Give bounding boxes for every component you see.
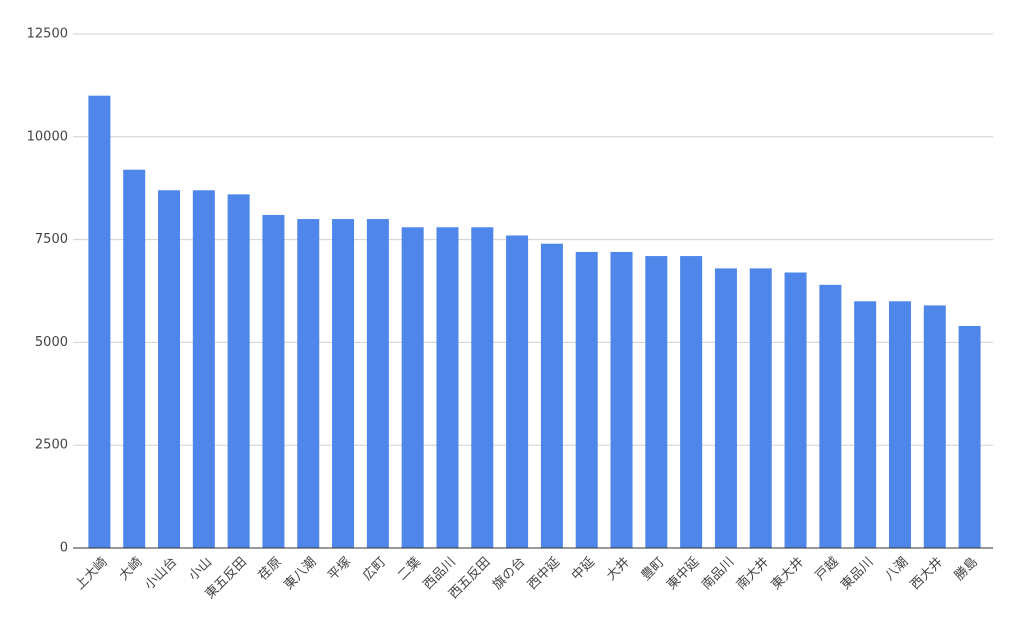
x-tick-label: 西中延 <box>525 555 563 593</box>
bar <box>610 251 633 548</box>
bar <box>645 256 668 548</box>
y-tick-label: 7500 <box>35 232 68 247</box>
bar <box>680 256 703 548</box>
x-tick-label: 八潮 <box>882 555 911 584</box>
bar <box>958 325 981 548</box>
bar <box>784 272 807 548</box>
x-tick-label: 荏原 <box>256 555 285 584</box>
bar <box>123 169 146 549</box>
bar <box>714 268 737 548</box>
x-tick-label: 平塚 <box>325 555 354 584</box>
bar <box>332 219 355 549</box>
bar <box>923 305 946 548</box>
bar <box>506 235 529 548</box>
x-tick-label: 南品川 <box>698 554 737 593</box>
x-tick-label: 小山 <box>186 555 215 584</box>
bar <box>749 268 772 548</box>
y-tick-label: 12500 <box>27 27 68 42</box>
y-tick-label: 10000 <box>27 129 68 144</box>
x-tick-label: 勝島 <box>952 555 981 584</box>
y-tick-label: 0 <box>60 541 68 556</box>
x-tick-label: 小山台 <box>142 555 180 593</box>
bar <box>819 284 842 548</box>
x-tick-label: 戸越 <box>813 555 842 584</box>
y-tick-label: 2500 <box>35 438 68 453</box>
x-tick-label: 二葉 <box>395 555 424 584</box>
x-tick-label: 上大崎 <box>73 555 111 593</box>
bar <box>471 227 494 548</box>
x-tick-label: 中延 <box>569 555 598 584</box>
x-tick-label: 大井 <box>604 555 633 584</box>
bar <box>540 243 563 548</box>
bar <box>401 227 424 548</box>
bar <box>262 214 285 549</box>
x-tick-label: 東八潮 <box>281 554 320 593</box>
x-tick-label: 広町 <box>360 555 389 584</box>
bar <box>297 219 320 549</box>
x-tick-label: 西大井 <box>908 555 946 593</box>
x-tick-label: 大崎 <box>117 555 146 584</box>
bar <box>366 219 389 549</box>
x-tick-label: 南大井 <box>733 554 772 593</box>
x-tick-label: 旗の台 <box>489 554 528 593</box>
bar <box>158 190 181 549</box>
bar <box>227 194 250 549</box>
x-tick-label: 豊町 <box>639 555 668 584</box>
x-tick-label: 東中延 <box>664 554 703 593</box>
x-tick-label: 東品川 <box>838 554 877 593</box>
bar <box>88 95 111 549</box>
bar <box>436 227 459 548</box>
x-tick-label: 東大井 <box>768 554 807 593</box>
bar <box>575 251 598 548</box>
bar <box>888 301 911 548</box>
bar <box>854 301 877 548</box>
bar <box>192 190 215 549</box>
y-tick-label: 5000 <box>35 335 68 350</box>
